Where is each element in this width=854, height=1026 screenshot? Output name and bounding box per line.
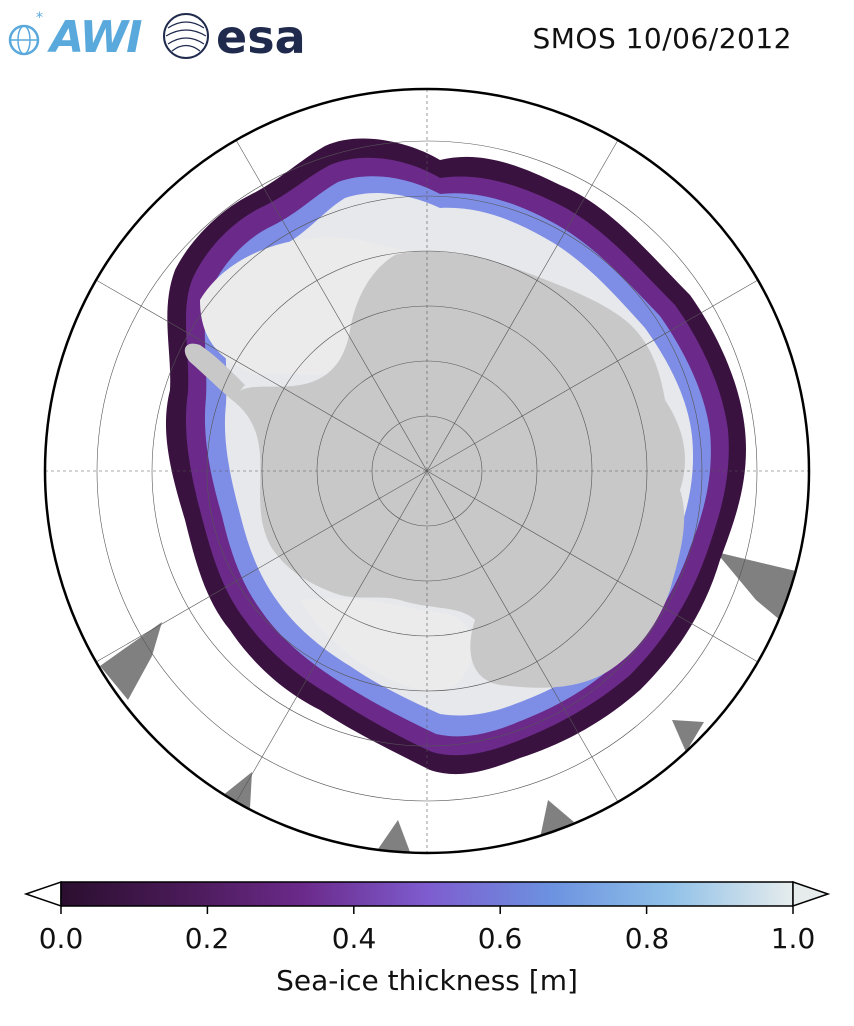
colorbar-tick: 0.2	[184, 922, 230, 955]
colorbar-tick: 0.4	[331, 922, 377, 955]
colorbar-extend-max	[792, 880, 831, 908]
colorbar-tick: 0.8	[624, 922, 670, 955]
colorbar-tick: 1.0	[770, 922, 816, 955]
colorbar-tick: 0.0	[38, 922, 84, 955]
svg-text:*: *	[36, 10, 43, 26]
esa-logo: esa	[216, 10, 306, 64]
esa-emblem-icon	[163, 13, 209, 59]
colorbar-label: Sea-ice thickness [m]	[276, 964, 578, 997]
logos: * AWI esa	[6, 6, 306, 66]
antarctica-land	[232, 250, 685, 688]
awi-logo: AWI	[50, 12, 143, 63]
awi-globe-icon: *	[8, 10, 43, 56]
map-title: SMOS 10/06/2012	[532, 22, 792, 55]
map-frame	[43, 87, 811, 855]
colorbar-tick: 0.6	[477, 922, 523, 955]
colorbar-gradient	[60, 881, 794, 907]
colorbar	[23, 880, 831, 914]
graticule	[45, 89, 809, 853]
colorbar-extend-min	[23, 880, 62, 908]
